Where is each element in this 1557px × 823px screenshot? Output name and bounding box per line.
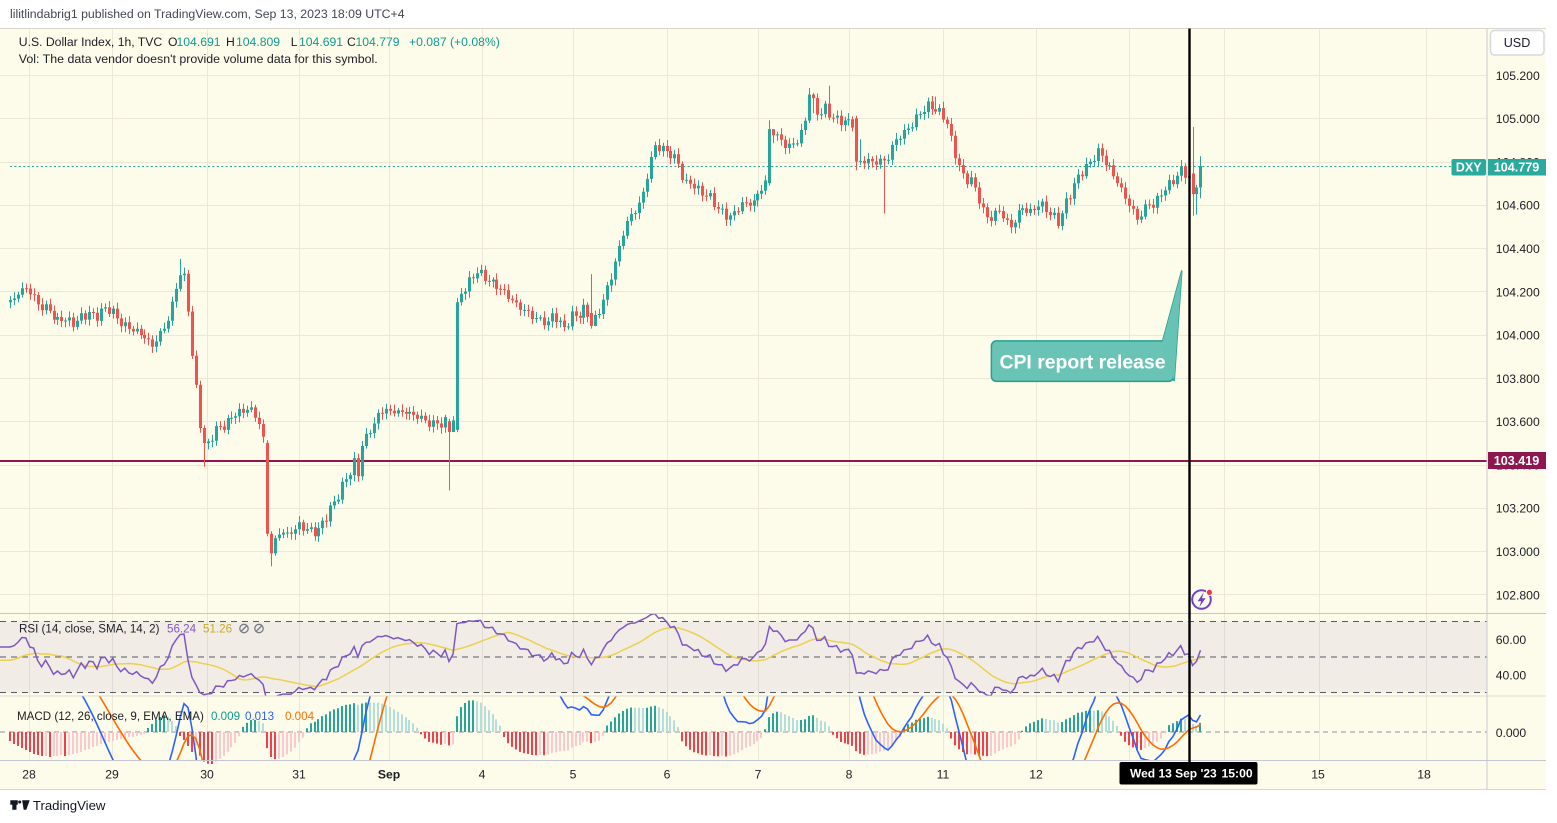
svg-text:0.004: 0.004 (285, 710, 315, 723)
svg-text:12: 12 (1029, 767, 1043, 781)
svg-text:51.26: 51.26 (203, 623, 232, 636)
svg-text:29: 29 (105, 767, 119, 781)
svg-text:103.800: 103.800 (1496, 372, 1540, 386)
svg-text:40.00: 40.00 (1496, 669, 1527, 683)
svg-text:11: 11 (937, 767, 950, 781)
svg-text:103.600: 103.600 (1496, 415, 1540, 429)
svg-text:104.809: 104.809 (236, 35, 280, 49)
svg-text:102.800: 102.800 (1496, 588, 1540, 602)
svg-text:USD: USD (1504, 36, 1531, 50)
svg-text:56.24: 56.24 (167, 623, 197, 636)
svg-text:Sep: Sep (378, 767, 400, 781)
svg-text:104.779: 104.779 (356, 35, 400, 49)
svg-text:TradingView: TradingView (33, 798, 106, 813)
svg-text:0.013: 0.013 (245, 710, 274, 723)
svg-text:103.000: 103.000 (1496, 545, 1540, 559)
svg-text:15: 15 (1311, 767, 1325, 781)
svg-text:RSI (14, close, SMA, 14, 2): RSI (14, close, SMA, 14, 2) (19, 623, 160, 636)
svg-text:104.600: 104.600 (1496, 199, 1540, 213)
svg-text:104.400: 104.400 (1496, 242, 1540, 256)
svg-text:105.200: 105.200 (1496, 69, 1540, 83)
svg-text:104.000: 104.000 (1496, 329, 1540, 343)
svg-text:7: 7 (755, 767, 762, 781)
svg-text:103.419: 103.419 (1494, 454, 1540, 468)
svg-text:H: H (226, 35, 235, 49)
svg-text:60.00: 60.00 (1496, 633, 1527, 647)
svg-text:Wed 13 Sep '23: Wed 13 Sep '23 (1130, 767, 1217, 781)
svg-text:18: 18 (1417, 767, 1431, 781)
svg-text:U.S. Dollar Index, 1h, TVC: U.S. Dollar Index, 1h, TVC (19, 35, 163, 49)
svg-text:DXY: DXY (1456, 161, 1482, 175)
svg-text:104.691: 104.691 (299, 35, 343, 49)
svg-text:30: 30 (200, 767, 214, 781)
svg-text:0.009: 0.009 (211, 710, 240, 723)
svg-text:104.779: 104.779 (1494, 161, 1540, 175)
svg-text:O: O (168, 35, 177, 49)
svg-text:104.691: 104.691 (177, 35, 221, 49)
svg-text:+0.087 (+0.08%): +0.087 (+0.08%) (409, 35, 500, 49)
svg-text:lilitlindabrig1 published on T: lilitlindabrig1 published on TradingView… (10, 7, 405, 21)
svg-text:L: L (291, 35, 298, 49)
svg-text:0.000: 0.000 (1496, 726, 1527, 740)
svg-text:8: 8 (846, 767, 853, 781)
svg-text:103.200: 103.200 (1496, 502, 1540, 516)
svg-text:28: 28 (22, 767, 36, 781)
svg-text:31: 31 (292, 767, 306, 781)
svg-text:6: 6 (664, 767, 671, 781)
svg-text:CPI report release: CPI report release (1000, 352, 1166, 374)
svg-text:Vol: The data vendor doesn't p: Vol: The data vendor doesn't provide vol… (19, 52, 378, 66)
svg-text:C: C (347, 35, 356, 49)
svg-text:15:00: 15:00 (1222, 767, 1253, 781)
svg-text:104.200: 104.200 (1496, 285, 1540, 299)
svg-text:5: 5 (570, 767, 577, 781)
svg-text:MACD (12, 26, close, 9, EMA, E: MACD (12, 26, close, 9, EMA, EMA) (17, 710, 204, 723)
svg-text:4: 4 (479, 767, 486, 781)
svg-text:105.000: 105.000 (1496, 112, 1540, 126)
